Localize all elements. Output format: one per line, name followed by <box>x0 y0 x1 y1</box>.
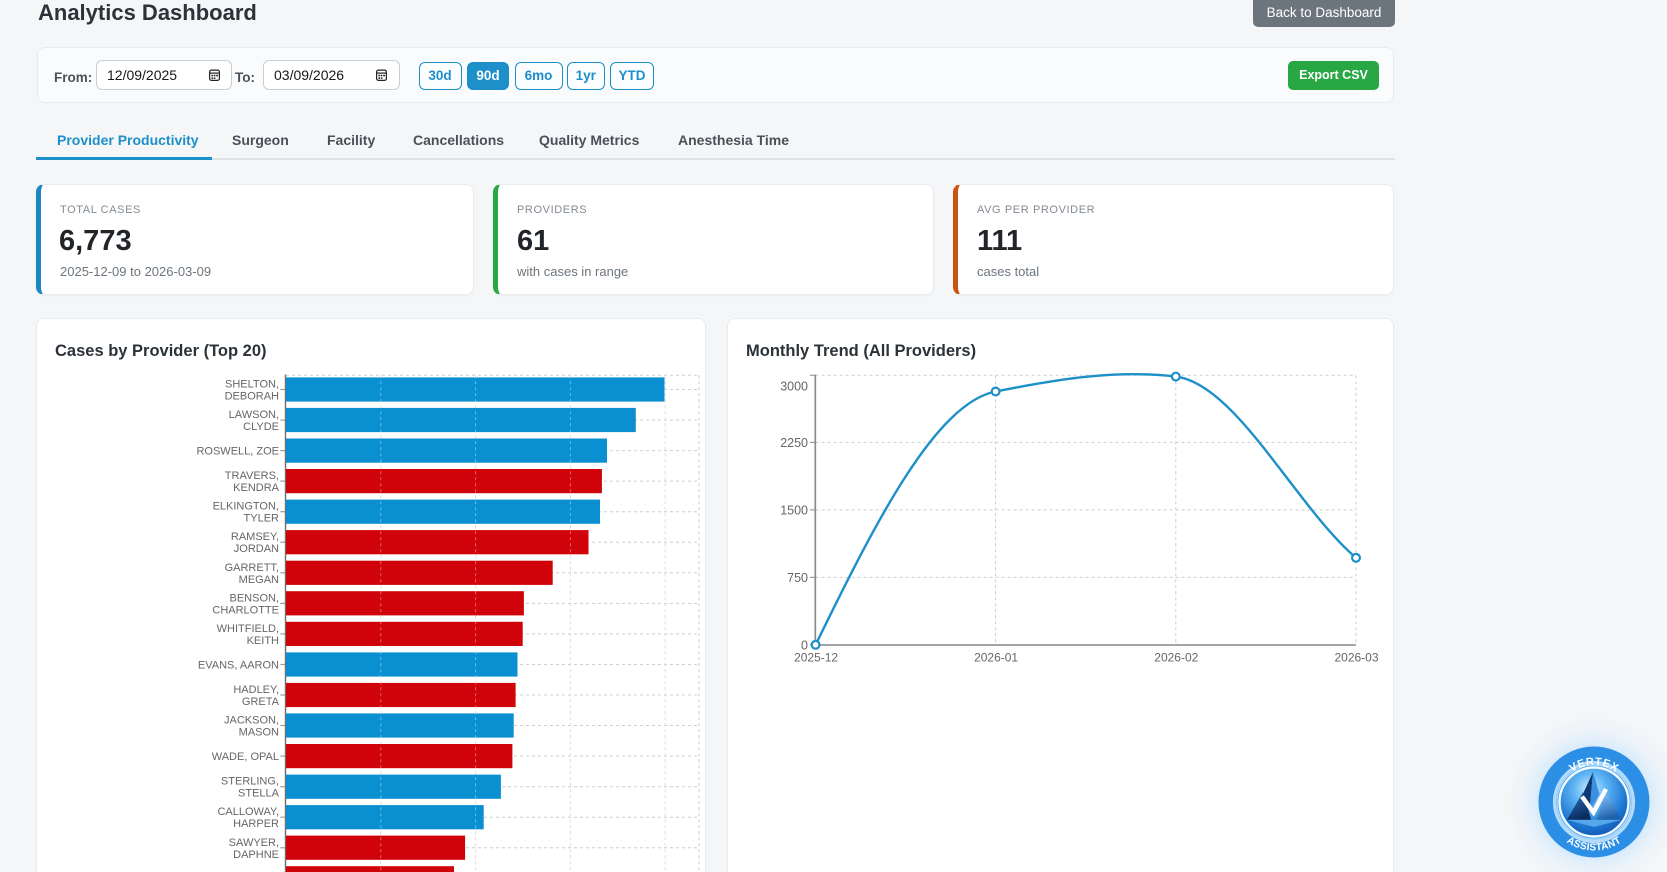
svg-text:VERTEX: VERTEX <box>1567 756 1620 775</box>
svg-text:CHARLOTTE: CHARLOTTE <box>212 604 279 616</box>
svg-text:GARRETT,: GARRETT, <box>225 562 279 574</box>
svg-text:HARPER: HARPER <box>233 818 279 830</box>
svg-text:TYLER: TYLER <box>244 513 280 525</box>
svg-text:2025-12: 2025-12 <box>794 651 838 665</box>
svg-text:ROSWELL, ZOE: ROSWELL, ZOE <box>196 446 279 458</box>
svg-text:3000: 3000 <box>780 380 808 394</box>
svg-text:STELLA: STELLA <box>238 788 280 800</box>
svg-text:JACKSON,: JACKSON, <box>224 715 279 727</box>
svg-text:DAPHNE: DAPHNE <box>233 849 279 861</box>
svg-text:WHITFIELD,: WHITFIELD, <box>217 623 279 635</box>
svg-text:2250: 2250 <box>780 436 808 450</box>
svg-text:BENSON,: BENSON, <box>229 592 279 604</box>
svg-text:MASON: MASON <box>239 727 279 739</box>
svg-text:EVANS, AARON: EVANS, AARON <box>198 660 279 672</box>
svg-text:KEITH: KEITH <box>247 635 279 647</box>
svg-text:STERLING,: STERLING, <box>221 776 279 788</box>
svg-text:MEGAN: MEGAN <box>239 574 279 586</box>
svg-text:RAMSEY,: RAMSEY, <box>231 531 279 543</box>
svg-text:KENDRA: KENDRA <box>233 482 280 494</box>
svg-text:DEBORAH: DEBORAH <box>225 391 279 403</box>
svg-text:2026-03: 2026-03 <box>1334 651 1378 665</box>
svg-text:SAWYER,: SAWYER, <box>229 837 279 849</box>
svg-text:CALLOWAY,: CALLOWAY, <box>217 806 279 818</box>
svg-text:JORDAN: JORDAN <box>234 543 279 555</box>
svg-text:SHELTON,: SHELTON, <box>225 379 279 391</box>
svg-text:WADE, OPAL: WADE, OPAL <box>212 751 279 763</box>
svg-text:GRETA: GRETA <box>242 696 280 708</box>
svg-text:CLYDE: CLYDE <box>243 421 279 433</box>
svg-text:2026-01: 2026-01 <box>974 651 1018 665</box>
svg-text:2026-02: 2026-02 <box>1154 651 1198 665</box>
svg-text:750: 750 <box>787 571 808 585</box>
svg-text:ELKINGTON,: ELKINGTON, <box>213 501 279 513</box>
svg-text:TRAVERS,: TRAVERS, <box>225 470 279 482</box>
svg-text:LAWSON,: LAWSON, <box>229 409 279 421</box>
svg-text:1500: 1500 <box>780 503 808 517</box>
svg-text:0: 0 <box>801 638 808 652</box>
svg-text:HADLEY,: HADLEY, <box>233 684 279 696</box>
